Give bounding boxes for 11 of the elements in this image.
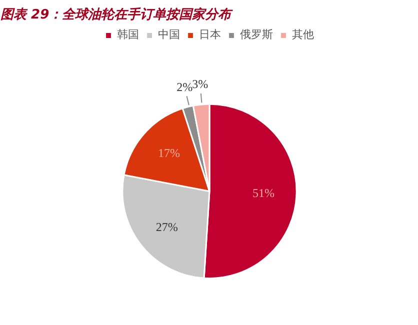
legend-label: 日本 <box>199 27 221 42</box>
legend-label: 俄罗斯 <box>240 27 273 42</box>
legend-label: 韩国 <box>117 27 139 42</box>
chart-title: 图表 29：全球油轮在手订单按国家分布 <box>0 6 234 22</box>
data-label: 3% <box>192 77 208 92</box>
legend-label: 中国 <box>158 27 180 42</box>
data-label: 27% <box>156 220 178 234</box>
legend-label: 其他 <box>292 27 314 42</box>
data-label: 51% <box>252 186 274 200</box>
data-label: 2% <box>176 80 193 94</box>
data-label: 17% <box>158 146 180 160</box>
